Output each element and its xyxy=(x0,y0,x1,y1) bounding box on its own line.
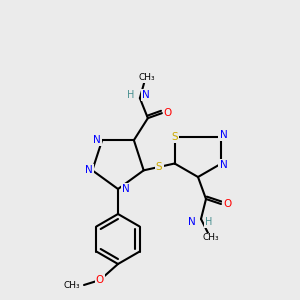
Text: S: S xyxy=(171,131,178,142)
Text: O: O xyxy=(164,108,172,118)
Text: N: N xyxy=(220,130,227,140)
Text: H: H xyxy=(205,217,212,227)
Text: N: N xyxy=(142,90,150,100)
Text: N: N xyxy=(85,165,93,175)
Text: O: O xyxy=(223,199,231,209)
Text: CH₃: CH₃ xyxy=(139,73,155,82)
Text: CH₃: CH₃ xyxy=(63,280,80,290)
Text: S: S xyxy=(156,162,163,172)
Text: N: N xyxy=(188,217,196,227)
Text: N: N xyxy=(93,135,101,145)
Text: H: H xyxy=(128,90,135,100)
Text: CH₃: CH₃ xyxy=(203,233,219,242)
Text: O: O xyxy=(96,275,104,285)
Text: N: N xyxy=(122,184,130,194)
Text: N: N xyxy=(220,160,227,170)
